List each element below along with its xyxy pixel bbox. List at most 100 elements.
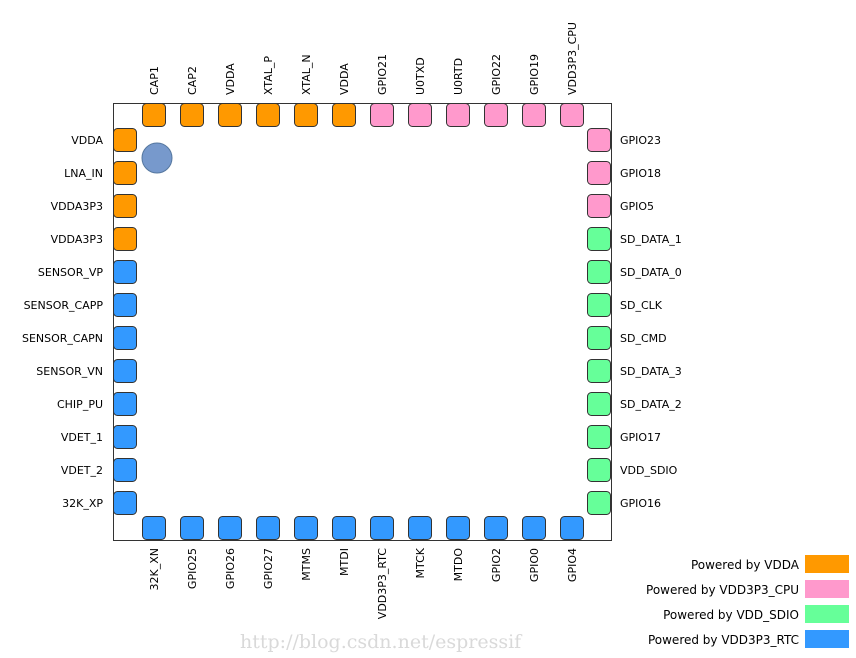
- pin-label: VDDA3P3: [51, 233, 103, 246]
- pin-sensor_vp: [113, 260, 137, 284]
- pin-label: GPIO25: [186, 548, 199, 589]
- pin-sd_data_0: [587, 260, 611, 284]
- pin-label: CHIP_PU: [57, 398, 103, 411]
- pin-gpio18: [587, 161, 611, 185]
- pin-sd_data_3: [587, 359, 611, 383]
- pin-label: SENSOR_VN: [36, 365, 103, 378]
- pin-label: GPIO2: [490, 548, 503, 582]
- pin-label: GPIO23: [620, 134, 661, 147]
- pin-gpio0: [522, 516, 546, 540]
- pin-label: GPIO0: [528, 548, 541, 582]
- pin-label: CAP1: [148, 66, 161, 95]
- pin-label: LNA_IN: [64, 167, 103, 180]
- pin-label: GPIO19: [528, 54, 541, 95]
- pin-label: SD_DATA_2: [620, 398, 682, 411]
- legend-swatch-vdda: [805, 555, 849, 573]
- pin-label: VDDA: [338, 63, 351, 95]
- pin-vdet_2: [113, 458, 137, 482]
- pin-label: U0RTD: [452, 58, 465, 95]
- pin-label: VDD3P3_CPU: [566, 22, 579, 95]
- pin-label: MTDI: [338, 548, 351, 576]
- pin-label: MTMS: [300, 548, 313, 581]
- pin-label: GPIO4: [566, 548, 579, 582]
- pin-label: SD_CMD: [620, 332, 667, 345]
- legend: Powered by VDDA Powered by VDD3P3_CPU Powe…: [646, 555, 849, 648]
- pin-gpio2: [484, 516, 508, 540]
- pin-label: GPIO27: [262, 548, 275, 589]
- pin-gpio21: [370, 103, 394, 127]
- pin-gpio19: [522, 103, 546, 127]
- pin-label: VDD3P3_RTC: [376, 548, 389, 620]
- pin-label: SENSOR_CAPP: [24, 299, 104, 312]
- pin-label: U0TXD: [414, 57, 427, 95]
- pin-sd_clk: [587, 293, 611, 317]
- pin-sd_cmd: [587, 326, 611, 350]
- pin1-marker: [141, 142, 173, 174]
- pin-chip_pu: [113, 392, 137, 416]
- pin-u0rtd: [446, 103, 470, 127]
- legend-swatch-vdd-sdio: [805, 605, 849, 623]
- pin-gpio25: [180, 516, 204, 540]
- pin-label: VDET_1: [61, 431, 103, 444]
- pin-label: VDD_SDIO: [620, 464, 678, 477]
- pin-vdda: [113, 128, 137, 152]
- pin-mtdi: [332, 516, 356, 540]
- pin-gpio16: [587, 491, 611, 515]
- pin-gpio26: [218, 516, 242, 540]
- legend-label: Powered by VDD_SDIO: [663, 608, 799, 622]
- legend-swatch-vdd3p3-rtc: [805, 630, 849, 648]
- pin-label: 32K_XN: [148, 548, 161, 590]
- pin-label: MTDO: [452, 548, 465, 582]
- pin-xtal_p: [256, 103, 280, 127]
- pin-label: MTCK: [414, 547, 427, 578]
- pin-label: CAP2: [186, 66, 199, 95]
- pin-mtms: [294, 516, 318, 540]
- pin-label: GPIO22: [490, 54, 503, 95]
- pin-label: GPIO21: [376, 54, 389, 95]
- pin-lna_in: [113, 161, 137, 185]
- pin-xtal_n: [294, 103, 318, 127]
- pin-gpio23: [587, 128, 611, 152]
- legend-label: Powered by VDD3P3_RTC: [648, 633, 799, 647]
- pin-vdda: [218, 103, 242, 127]
- chip-body: [113, 103, 612, 541]
- pin-mtck: [408, 516, 432, 540]
- pin-label: GPIO26: [224, 548, 237, 589]
- pin-sensor_vn: [113, 359, 137, 383]
- pin-sd_data_2: [587, 392, 611, 416]
- pin-gpio17: [587, 425, 611, 449]
- pin-sd_data_1: [587, 227, 611, 251]
- pin-vdet_1: [113, 425, 137, 449]
- pin-vdda: [332, 103, 356, 127]
- pin-label: XTAL_P: [262, 56, 275, 95]
- pin-32k_xp: [113, 491, 137, 515]
- watermark: http://blog.csdn.net/espressif: [240, 631, 523, 653]
- pin-vdda3p3: [113, 194, 137, 218]
- pin-sensor_capn: [113, 326, 137, 350]
- pin-gpio22: [484, 103, 508, 127]
- pin-mtdo: [446, 516, 470, 540]
- pin-32k_xn: [142, 516, 166, 540]
- pin-label: GPIO18: [620, 167, 661, 180]
- legend-label: Powered by VDD3P3_CPU: [646, 583, 799, 597]
- pin-label: XTAL_N: [300, 54, 313, 95]
- pin-vdd3p3_cpu: [560, 103, 584, 127]
- pin-label: SENSOR_VP: [38, 266, 103, 279]
- pin-cap2: [180, 103, 204, 127]
- pin-label: VDDA: [224, 63, 237, 95]
- pin-gpio4: [560, 516, 584, 540]
- pin-label: 32K_XP: [62, 497, 103, 510]
- pin-label: VDET_2: [61, 464, 103, 477]
- pin-label: GPIO17: [620, 431, 661, 444]
- pin-gpio27: [256, 516, 280, 540]
- pins: CAP1 CAP2 VDDA XTAL_P XTAL_N VDDA GPIO21 U0TXD U…: [22, 22, 682, 619]
- pin-label: GPIO16: [620, 497, 661, 510]
- legend-swatch-vdd3p3-cpu: [805, 580, 849, 598]
- pin-gpio5: [587, 194, 611, 218]
- pin-vdd_sdio: [587, 458, 611, 482]
- pin-label: SENSOR_CAPN: [22, 332, 103, 345]
- pin-cap1: [142, 103, 166, 127]
- pin-u0txd: [408, 103, 432, 127]
- pin-label: VDDA3P3: [51, 200, 103, 213]
